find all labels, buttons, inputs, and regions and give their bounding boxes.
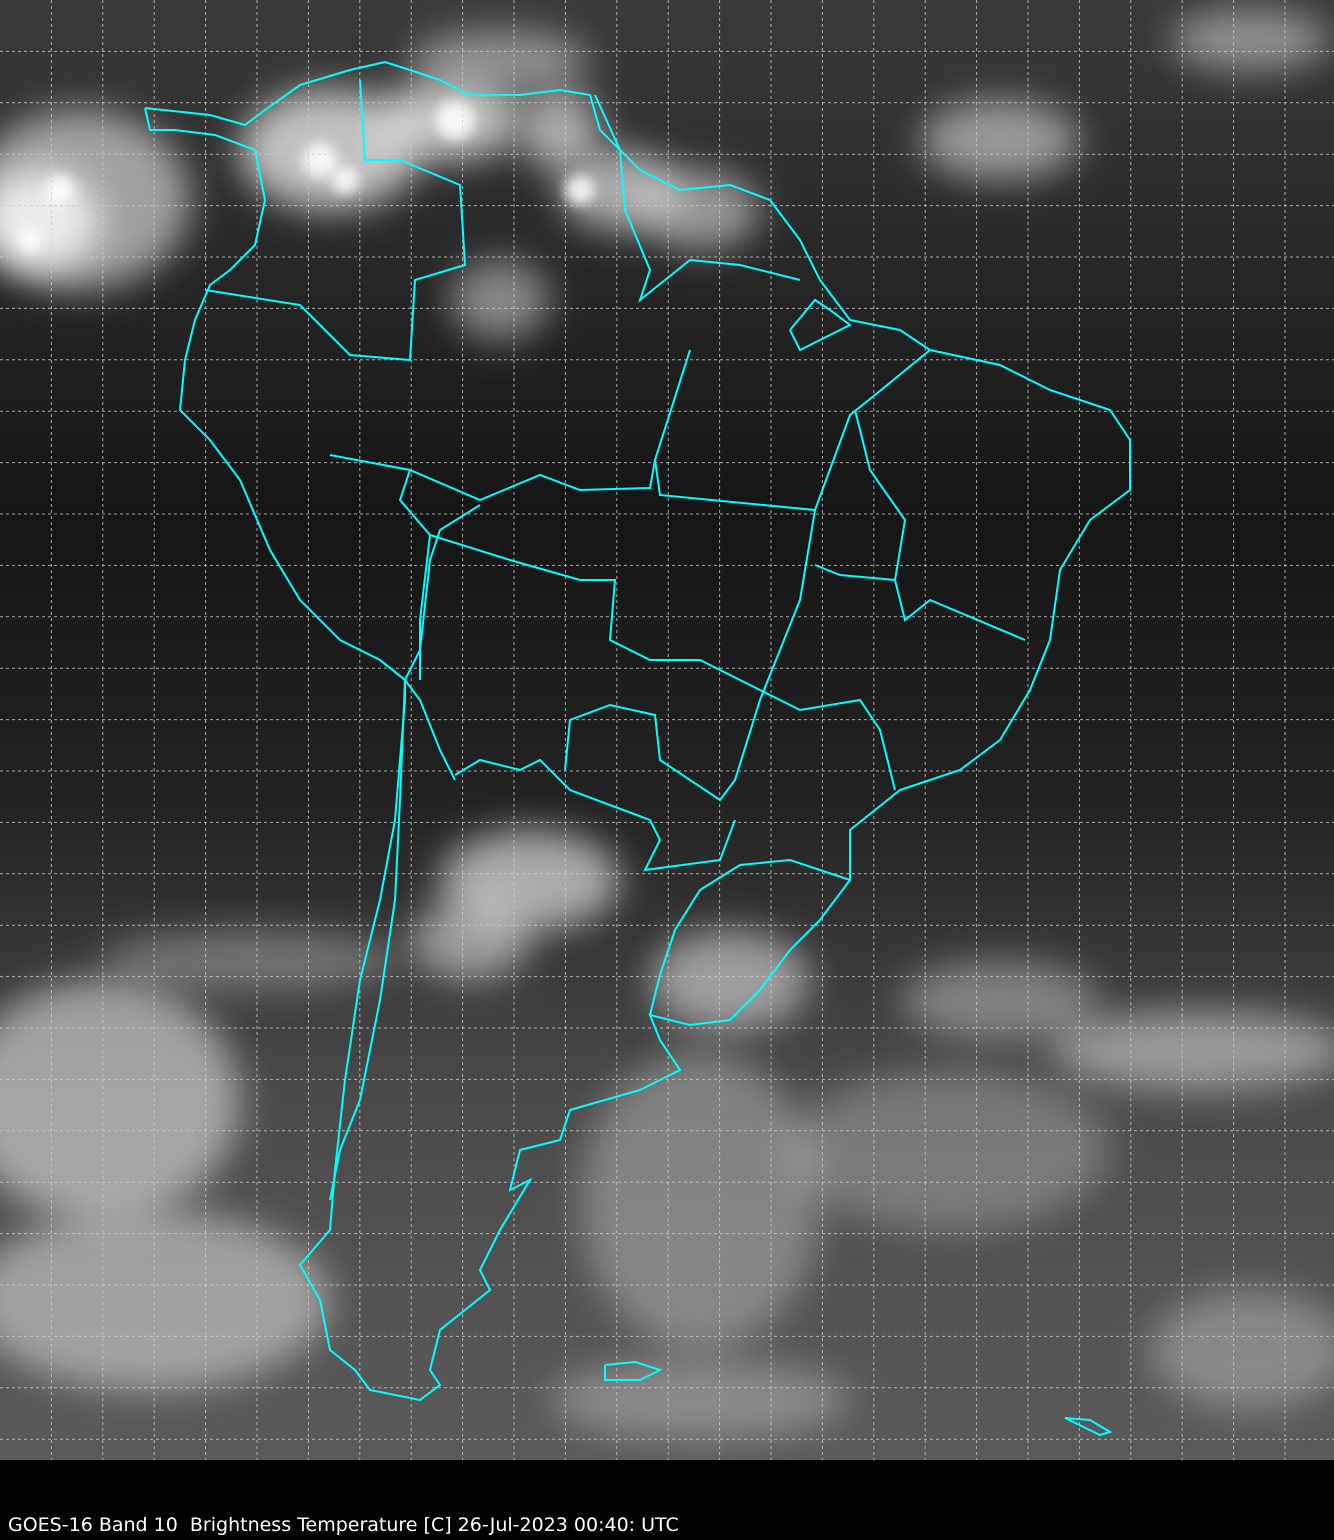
country-border xyxy=(329,349,691,502)
cloud xyxy=(331,166,359,194)
country-border xyxy=(404,504,481,681)
cloud xyxy=(435,100,475,140)
falkland-islands-outline xyxy=(604,1360,663,1381)
cloud xyxy=(565,175,595,205)
country-border xyxy=(649,858,851,1016)
cloud xyxy=(640,170,760,250)
cloud xyxy=(920,100,1080,180)
country-border xyxy=(759,689,896,791)
cloud xyxy=(100,930,400,990)
south-georgia-outline xyxy=(1064,1417,1113,1437)
cloud xyxy=(410,900,530,980)
cloud xyxy=(550,1360,850,1440)
country-border xyxy=(654,349,931,512)
cloud xyxy=(900,960,1100,1040)
cloud xyxy=(520,90,600,170)
cloud xyxy=(18,228,42,252)
country-border xyxy=(379,659,456,781)
country-border xyxy=(814,564,1026,641)
image-caption: GOES-16 Band 10 Brightness Temperature [… xyxy=(8,1514,679,1536)
country-border xyxy=(419,534,431,680)
country-border xyxy=(454,758,736,872)
cloud xyxy=(580,1050,820,1350)
country-borders xyxy=(144,60,1131,1437)
satellite-image xyxy=(0,0,1334,1460)
cloud xyxy=(302,142,338,178)
lat-lon-grid xyxy=(0,0,1334,1460)
cloud xyxy=(650,930,810,1030)
country-border xyxy=(398,469,761,691)
coastline xyxy=(144,60,1131,1402)
cloud xyxy=(0,1210,330,1390)
cloud xyxy=(1050,1010,1334,1090)
country-border xyxy=(564,509,816,802)
cloud-layer xyxy=(0,10,1334,1440)
amazon-delta-outline xyxy=(789,298,852,352)
cloud xyxy=(450,260,550,340)
country-border xyxy=(329,679,406,1201)
cloud xyxy=(790,1070,1110,1230)
cloud xyxy=(45,175,75,205)
cloud xyxy=(0,980,240,1220)
country-border xyxy=(854,409,907,581)
cloud xyxy=(1170,10,1330,70)
cloud xyxy=(1150,1290,1334,1410)
cloud xyxy=(410,30,590,90)
country-border xyxy=(204,79,467,362)
country-border xyxy=(594,94,801,303)
